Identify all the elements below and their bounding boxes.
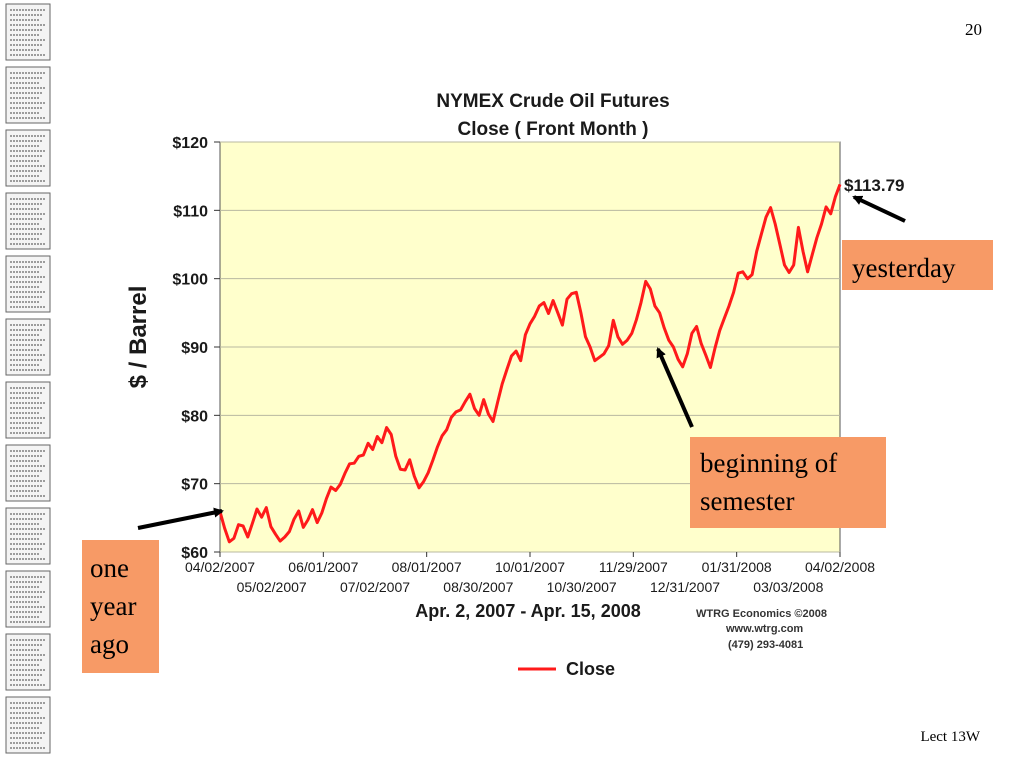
document-icon: [5, 192, 51, 250]
x-tick-label: 04/02/2007: [185, 559, 255, 575]
slide-footer: Lect 13W: [920, 729, 980, 745]
document-icon: [5, 696, 51, 754]
y-tick-label: $100: [172, 272, 208, 289]
callout-year-line3: ago: [90, 628, 129, 659]
legend-label: Close: [566, 659, 615, 679]
x-tick-label: 05/02/2007: [237, 579, 307, 595]
callout-semester-line2: semester: [700, 485, 795, 516]
chart-title-line1: NYMEX Crude Oil Futures: [436, 91, 669, 112]
document-icon: [5, 3, 51, 61]
x-tick-label: 08/30/2007: [443, 579, 513, 595]
chart-panel: NYMEX Crude Oil Futures Close ( Front Mo…: [120, 87, 938, 699]
x-tick-label: 07/02/2007: [340, 579, 410, 595]
document-icon: [5, 444, 51, 502]
x-tick-label: 10/30/2007: [547, 579, 617, 595]
document-icon: [5, 255, 51, 313]
x-tick-label: 11/29/2007: [599, 559, 668, 575]
y-tick-label: $70: [181, 477, 208, 494]
y-tick-label: $80: [181, 408, 208, 425]
callout-yesterday-text: yesterday: [852, 253, 956, 283]
x-axis-label: Apr. 2, 2007 - Apr. 15, 2008: [415, 601, 640, 621]
document-icon: [5, 381, 51, 439]
x-tick-label: 03/03/2008: [753, 579, 823, 595]
x-tick-label: 10/01/2007: [495, 559, 565, 575]
document-icon: [5, 633, 51, 691]
chart-title-line2: Close ( Front Month ): [457, 119, 648, 140]
oil-futures-chart: NYMEX Crude Oil Futures Close ( Front Mo…: [125, 91, 905, 679]
y-axis-label: $ / Barrel: [125, 286, 152, 389]
x-axis-ticks: 04/02/2007 06/01/2007 08/01/2007 10/01/2007…: [185, 552, 875, 595]
credit-line-1: WTRG Economics ©2008: [696, 608, 827, 620]
x-tick-label: 04/02/2008: [805, 559, 875, 575]
credit-line-2: www.wtrg.com: [725, 623, 803, 635]
last-value-label: $113.79: [844, 176, 905, 195]
slide-number: 20: [965, 20, 982, 39]
y-tick-label: $60: [181, 545, 208, 562]
document-icon: [5, 507, 51, 565]
credit-line-3: (479) 293-4081: [728, 639, 803, 651]
callout-beginning-of-semester: beginning of semester: [690, 437, 886, 528]
callout-year-line2: year: [90, 590, 137, 621]
close-series-line: [218, 183, 842, 544]
x-tick-label: 12/31/2007: [650, 579, 720, 595]
callout-one-year-ago: one year ago: [82, 540, 159, 673]
callout-year-line1: one: [90, 553, 129, 583]
document-icon: [5, 570, 51, 628]
x-tick-label: 01/31/2008: [702, 559, 772, 575]
x-tick-label: 06/01/2007: [288, 559, 358, 575]
y-tick-label: $90: [181, 340, 208, 357]
x-tick-label: 08/01/2007: [392, 559, 462, 575]
document-icon: [5, 129, 51, 187]
y-tick-label: $110: [173, 203, 208, 220]
document-stack-decoration: [5, 3, 51, 754]
y-axis-ticks: $60 $70 $80 $90 $100 $110 $120: [172, 135, 220, 562]
document-icon: [5, 318, 51, 376]
callout-yesterday: yesterday: [842, 240, 993, 290]
y-tick-label: $120: [172, 135, 208, 152]
callout-semester-line1: beginning of: [700, 448, 838, 478]
document-icon: [5, 66, 51, 124]
